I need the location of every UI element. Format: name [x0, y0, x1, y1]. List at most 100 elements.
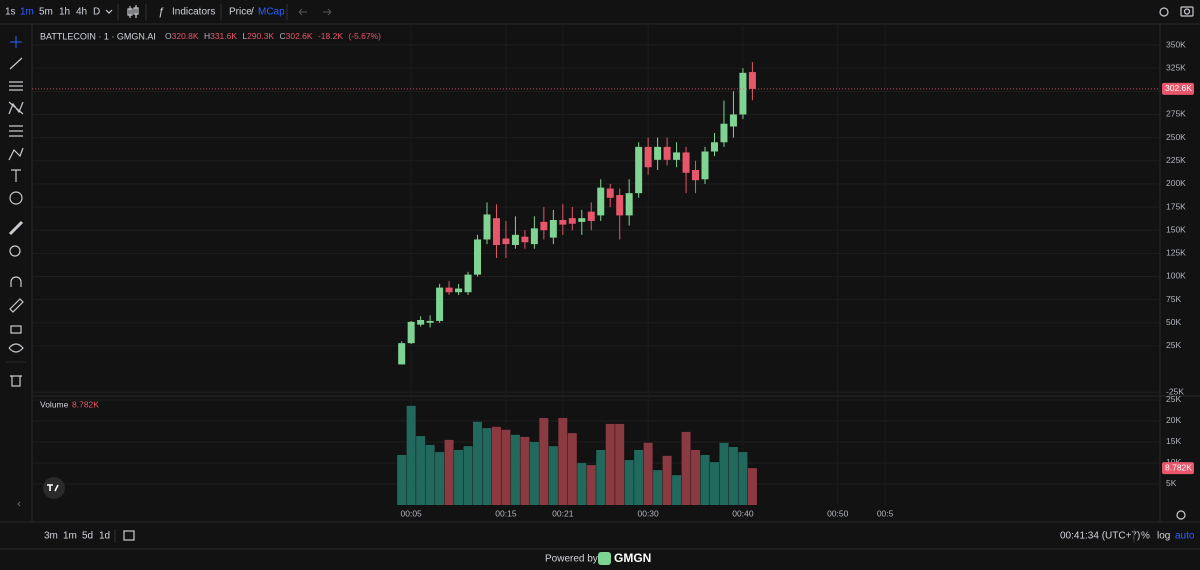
volume-bar — [539, 418, 549, 505]
candle-body — [511, 234, 519, 246]
tv-logo-mark — [47, 484, 59, 492]
brush-tool[interactable] — [8, 147, 24, 161]
indicators-button[interactable]: Indicators — [172, 7, 215, 18]
range[interactable]: 1m — [63, 531, 77, 542]
zoom-tool[interactable] — [9, 245, 21, 257]
range[interactable]: 5d — [82, 531, 93, 542]
x-tick-label: 00:5 — [877, 508, 894, 518]
y-tick-label: 150K — [1166, 224, 1186, 234]
volume-bar — [473, 421, 483, 505]
volume-bar — [397, 454, 407, 505]
projection-tool[interactable] — [9, 125, 23, 137]
percent-toggle[interactable]: % — [1141, 531, 1150, 542]
y-tick-label: 75K — [1166, 294, 1181, 304]
auto-toggle[interactable]: auto — [1175, 531, 1195, 542]
interval[interactable]: 4h — [76, 7, 87, 18]
crosshair-tool[interactable] — [10, 36, 22, 48]
x-tick-label: 00:05 — [401, 508, 423, 518]
interval[interactable]: 1m — [20, 7, 34, 18]
magnet-tool[interactable] — [10, 276, 22, 287]
log-toggle[interactable]: log — [1157, 531, 1170, 542]
candle-body — [673, 152, 681, 160]
candle-body — [682, 152, 690, 173]
change-pct: (-5.67%) — [348, 31, 381, 41]
chart-type-icon[interactable] — [127, 5, 139, 18]
fib-tool[interactable] — [9, 81, 23, 91]
candle-body — [635, 146, 643, 194]
text-tool[interactable] — [11, 169, 21, 182]
candle-body — [417, 320, 425, 325]
symbol: BATTLECOIN · 1 · GMGN.AI — [40, 31, 156, 41]
volume-bar — [605, 423, 615, 505]
emoji-tool[interactable] — [9, 191, 23, 205]
stay-drawing-tool[interactable] — [9, 298, 24, 313]
y-tick-label: 100K — [1166, 271, 1186, 281]
y-tick-label: 275K — [1166, 109, 1186, 119]
x-tick-label: 00:30 — [637, 508, 659, 518]
gmgn-logo — [598, 552, 611, 565]
candle-body — [663, 146, 671, 160]
range[interactable]: 1d — [99, 531, 110, 542]
change: -18.2K — [318, 31, 343, 41]
ohlc-legend: O320.8K H331.6K L290.3K C302.6K -18.2K (… — [165, 31, 381, 41]
candle-body — [739, 72, 747, 115]
volume-bar — [681, 431, 691, 505]
screenshot[interactable] — [1180, 6, 1194, 17]
volume-bar — [624, 460, 634, 505]
plot: -25K25K50K75K100K125K150K175K200K225K250… — [32, 24, 1200, 522]
last-price-tag — [1162, 82, 1194, 95]
interval[interactable]: D — [93, 7, 100, 18]
candle-body — [654, 146, 662, 160]
mcap-toggle[interactable]: MCap — [258, 7, 285, 18]
interval[interactable]: 1s — [5, 7, 16, 18]
candle-body — [710, 142, 718, 152]
ruler-tool[interactable] — [8, 220, 24, 236]
candle-body — [644, 146, 652, 168]
x-tick-label: 00:40 — [732, 508, 754, 518]
brand: GMGN — [614, 551, 651, 565]
volume-bar — [728, 447, 738, 505]
volume-bar — [719, 442, 729, 505]
pattern-tool[interactable] — [8, 101, 24, 115]
collapse[interactable] — [17, 501, 21, 507]
candle-body — [426, 320, 434, 323]
x-tick-label: 00:15 — [495, 508, 517, 518]
candle-body — [455, 288, 463, 293]
tv-logo[interactable] — [43, 477, 65, 499]
redo[interactable] — [323, 8, 332, 16]
interval[interactable]: 1h — [59, 7, 70, 18]
volume-bar — [416, 436, 426, 505]
range[interactable]: 3m — [44, 531, 58, 542]
volume-bar — [454, 449, 464, 505]
candle-body — [474, 239, 482, 275]
volume-bar — [510, 434, 520, 505]
candle-body — [398, 343, 406, 365]
delete-tool[interactable] — [10, 375, 22, 387]
axis-settings[interactable] — [1176, 510, 1186, 520]
drawing-tools — [6, 36, 26, 387]
trendline-tool[interactable] — [9, 57, 23, 70]
interval[interactable]: 5m — [39, 7, 53, 18]
label: O — [165, 31, 172, 41]
volume-bar — [691, 449, 701, 505]
chevron[interactable] — [105, 9, 113, 14]
volume-bar — [425, 444, 435, 505]
undo[interactable] — [298, 8, 307, 16]
y-tick-label: 250K — [1166, 132, 1186, 142]
y-tick-label: 350K — [1166, 39, 1186, 49]
candle-body — [445, 287, 453, 293]
candle-body — [692, 170, 700, 181]
candle-body — [720, 123, 728, 143]
date-range[interactable] — [123, 530, 135, 541]
volume-bar — [548, 446, 558, 505]
hide-tool[interactable] — [8, 343, 24, 353]
candle-body — [492, 218, 500, 246]
fx-icon[interactable]: ƒ — [158, 6, 164, 18]
last-price-label: 302.6K — [1165, 83, 1192, 93]
settings[interactable] — [1159, 7, 1169, 17]
y-tick-label: 325K — [1166, 62, 1186, 72]
lock-tool[interactable] — [10, 325, 22, 334]
volume-title: Volume — [40, 399, 69, 409]
volume-bar — [435, 452, 445, 505]
price-toggle[interactable]: Price — [229, 7, 252, 18]
